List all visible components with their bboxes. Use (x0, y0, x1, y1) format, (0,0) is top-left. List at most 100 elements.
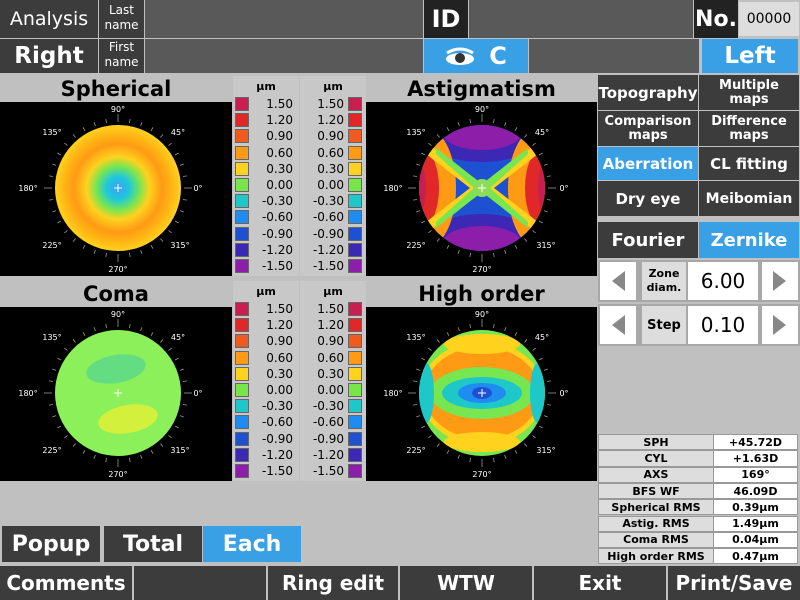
step-decrease-button[interactable] (600, 306, 636, 344)
scale-value: 0.30 (317, 161, 344, 176)
stat-value: 169° (714, 466, 798, 483)
scale-value: 0.00 (266, 178, 293, 192)
angle-315: 315° (536, 446, 555, 455)
id-field[interactable] (469, 0, 693, 38)
aberration-button[interactable]: Aberration (598, 147, 698, 180)
wtw-button[interactable]: WTW (400, 566, 532, 600)
angle-180: 180° (383, 389, 402, 398)
scale-value: -1.20 (261, 447, 293, 462)
comments-button[interactable]: Comments (0, 566, 132, 600)
each-button[interactable]: Each (203, 526, 301, 562)
scale-row: 1.20 (233, 317, 297, 333)
scale-row: -0.60 (300, 414, 364, 430)
scale-row: -0.30 (300, 193, 364, 209)
scale-row: 1.50 (300, 301, 364, 317)
meibomian-button[interactable]: Meibomian (699, 181, 799, 216)
scale-row: -1.20 (233, 242, 297, 258)
angle-0: 0° (559, 389, 568, 398)
difference-maps-button[interactable]: Difference maps (699, 111, 799, 146)
zernike-button[interactable]: Zernike (699, 222, 799, 258)
coma-map[interactable]: 90° 135° 45° 180° 0° 225° 315° 270° (0, 307, 232, 481)
scale-row: 0.30 (233, 161, 297, 177)
zone-decrease-button[interactable] (600, 262, 636, 300)
ring-edit-button[interactable]: Ring edit (268, 566, 398, 600)
scale-swatch (235, 334, 249, 349)
scale-row: -0.60 (233, 414, 297, 430)
first-name-field[interactable] (145, 39, 423, 73)
stat-row: Spherical RMS 0.39µm (598, 499, 798, 516)
step-increase-button[interactable] (762, 306, 798, 344)
scale-value: 0.90 (266, 129, 293, 144)
right-eye-button[interactable]: Right (0, 39, 98, 73)
scale-row: -0.60 (233, 209, 297, 225)
first-name-label: First name (99, 39, 144, 73)
fourier-button[interactable]: Fourier (598, 222, 698, 258)
footer-blank-button[interactable] (134, 566, 266, 600)
scale-row: 0.00 (233, 382, 297, 398)
scale-swatch (348, 129, 362, 144)
scale-swatch (235, 210, 249, 225)
angle-45: 45° (535, 333, 549, 342)
scale-swatch (348, 366, 362, 381)
scale-row: 0.60 (300, 145, 364, 161)
scale-bottom-left: µm 1.50 1.20 0.90 0.60 0.30 0.00 -0.30 -0.60 -0.9… (233, 281, 299, 481)
scale-row: 0.90 (233, 128, 297, 144)
chevron-left-icon (612, 315, 625, 335)
stat-label: Astig. RMS (598, 515, 714, 532)
scale-swatch (348, 302, 362, 316)
stat-value: +45.72D (714, 434, 798, 451)
scale-value: 0.60 (317, 145, 344, 160)
angle-315: 315° (536, 241, 555, 250)
scale-swatch (235, 302, 249, 316)
cl-fitting-button[interactable]: CL fitting (699, 147, 799, 180)
print-save-button[interactable]: Print/Save (668, 566, 800, 600)
angle-315: 315° (170, 241, 189, 250)
exit-button[interactable]: Exit (534, 566, 666, 600)
scale-swatch (235, 366, 249, 381)
zone-value[interactable]: 6.00 (688, 262, 758, 300)
topography-button[interactable]: Topography (598, 75, 698, 110)
analysis-label: Analysis (0, 0, 98, 38)
angle-0: 0° (193, 184, 202, 193)
angle-45: 45° (171, 333, 185, 342)
scale-swatch (235, 259, 249, 273)
stat-label: SPH (598, 434, 714, 451)
scale-value: 0.00 (317, 178, 344, 192)
scale-swatch (348, 145, 362, 160)
stat-row: Coma RMS 0.04µm (598, 531, 798, 549)
scale-row: 1.50 (300, 96, 364, 112)
eye-mode-button[interactable]: C (424, 39, 528, 73)
spherical-map[interactable]: 90° 135° 45° 180° 0° 225° 315° 270° (0, 102, 232, 276)
scale-value: 0.60 (266, 350, 293, 365)
angle-0: 0° (193, 389, 202, 398)
last-name-field[interactable] (145, 0, 423, 38)
angle-90: 90° (111, 310, 125, 319)
astigmatism-title: Astigmatism (407, 77, 556, 101)
stat-value: +1.63D (714, 450, 798, 467)
scale-swatch (348, 259, 362, 273)
scale-row: 0.60 (300, 350, 364, 366)
stat-label: BFS WF (598, 482, 714, 500)
zone-increase-button[interactable] (762, 262, 798, 300)
scale-top-right: µm 1.50 1.20 0.90 0.60 0.30 0.00 -0.30 -0.60 -0.9… (300, 76, 366, 276)
scale-value: 0.60 (317, 350, 344, 365)
dry-eye-button[interactable]: Dry eye (598, 181, 698, 216)
total-button[interactable]: Total (104, 526, 202, 562)
scale-value: -1.50 (312, 464, 344, 478)
angle-180: 180° (18, 184, 37, 193)
scale-row: 0.60 (233, 145, 297, 161)
scale-swatch (235, 350, 249, 365)
scale-value: 0.30 (266, 161, 293, 176)
chevron-right-icon (773, 315, 786, 335)
high-order-map[interactable]: 90° 135° 45° 180° 0° 225° 315° 270° (366, 307, 597, 481)
scale-row: -1.50 (300, 463, 364, 479)
left-eye-button[interactable]: Left (702, 39, 798, 73)
scale-row: 0.00 (300, 382, 364, 398)
multiple-maps-button[interactable]: Multiple maps (699, 75, 799, 110)
comparison-maps-button[interactable]: Comparison maps (598, 111, 698, 146)
scale-value: -0.30 (312, 194, 344, 209)
astigmatism-map[interactable]: 90° 135° 45° 180° 0° 225° 315° 270° (366, 102, 597, 276)
popup-button[interactable]: Popup (2, 526, 100, 562)
scale-top-left: µm 1.50 1.20 0.90 0.60 0.30 0.00 -0.30 -0.60 -0.9… (233, 76, 299, 276)
step-value[interactable]: 0.10 (688, 306, 758, 344)
